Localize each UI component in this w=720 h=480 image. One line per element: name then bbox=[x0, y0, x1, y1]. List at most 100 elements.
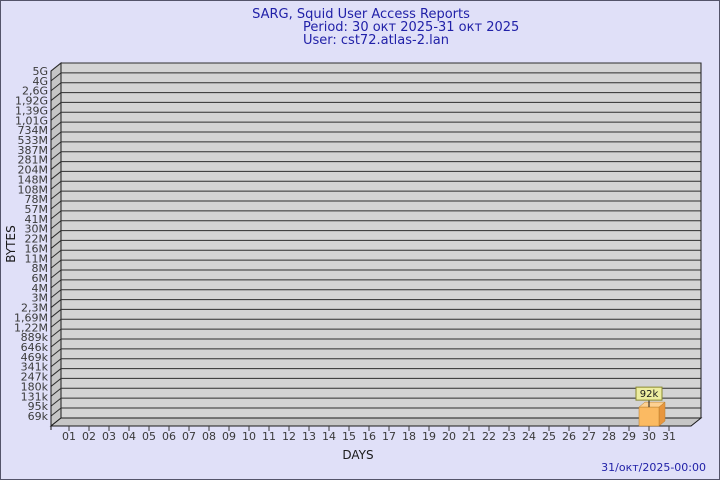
y-axis-tick bbox=[50, 62, 62, 72]
x-axis-tick-label: 11 bbox=[262, 430, 276, 443]
y-axis-tick-label: 1,01G bbox=[15, 114, 48, 127]
y-axis-tick-label: 30M bbox=[25, 223, 49, 236]
y-axis-tick-label: 69k bbox=[28, 410, 49, 423]
y-axis-tick-label: 180k bbox=[21, 380, 49, 393]
y-axis-tick-label: 281M bbox=[18, 154, 49, 167]
bar-value-label: 92k bbox=[640, 389, 659, 400]
x-axis-tick-label: 20 bbox=[442, 430, 456, 443]
y-axis-tick bbox=[50, 180, 62, 190]
x-axis-tick-label: 07 bbox=[182, 430, 196, 443]
y-axis-tick-label: 1,22M bbox=[14, 321, 48, 334]
x-axis-tick-label: 23 bbox=[502, 430, 516, 443]
x-axis-tick-label: 13 bbox=[302, 430, 316, 443]
chart-title: SARG, Squid User Access Reports bbox=[252, 7, 470, 22]
x-axis-tick-label: 22 bbox=[482, 430, 496, 443]
y-axis-tick bbox=[50, 318, 62, 328]
y-axis-tick-label: 1,69M bbox=[14, 311, 48, 324]
y-axis-tick bbox=[50, 82, 62, 92]
chart-subtitle-period: Period: 30 окт 2025-31 окт 2025 bbox=[303, 20, 520, 35]
report-timestamp: 31/окт/2025-00:00 bbox=[601, 461, 706, 474]
y-axis-tick-label: 247k bbox=[21, 371, 49, 384]
x-axis-tick-label: 17 bbox=[382, 430, 396, 443]
y-axis-tick-label: 4M bbox=[32, 282, 49, 295]
x-axis-tick-label: 28 bbox=[602, 430, 616, 443]
y-axis-tick bbox=[50, 121, 62, 131]
y-axis-tick bbox=[50, 299, 62, 308]
y-axis-tick bbox=[50, 397, 62, 407]
y-axis-tick-label: 4G bbox=[32, 75, 48, 88]
y-axis-tick bbox=[50, 92, 62, 101]
x-axis-tick-label: 12 bbox=[282, 430, 296, 443]
x-axis-tick-label: 25 bbox=[542, 430, 556, 443]
x-axis-tick-label: 09 bbox=[222, 430, 236, 443]
y-axis-tick bbox=[50, 171, 62, 180]
y-axis-tick bbox=[50, 102, 62, 111]
x-axis-tick-label: 26 bbox=[562, 430, 576, 443]
y-axis-tick-label: 5G bbox=[32, 65, 48, 78]
y-axis-tick bbox=[50, 230, 62, 239]
y-axis-tick-label: 889k bbox=[21, 331, 49, 344]
y-axis-tick bbox=[50, 220, 62, 230]
y-axis-tick bbox=[50, 407, 62, 417]
y-axis-tick bbox=[50, 161, 62, 170]
y-axis-tick-label: 41M bbox=[25, 213, 49, 226]
y-axis-tick-label: 646k bbox=[21, 341, 49, 354]
y-axis-tick bbox=[50, 348, 62, 358]
y-axis-tick-label: 131k bbox=[21, 390, 49, 403]
x-axis-tick-label: 02 bbox=[82, 430, 96, 443]
y-axis-tick bbox=[50, 387, 62, 397]
y-axis-tick bbox=[50, 200, 62, 210]
y-axis-tick-label: 734M bbox=[18, 124, 49, 137]
y-axis-tick bbox=[50, 269, 62, 279]
x-axis-tick-label: 19 bbox=[422, 430, 436, 443]
y-axis-tick-label: 387M bbox=[18, 144, 49, 157]
y-axis-tick bbox=[50, 309, 62, 318]
y-axis-tick bbox=[50, 141, 62, 151]
y-axis-tick-label: 11M bbox=[25, 252, 49, 265]
y-axis-tick-label: 469k bbox=[21, 351, 49, 364]
y-axis-tick bbox=[50, 358, 62, 368]
y-axis-tick-label: 341k bbox=[21, 361, 49, 374]
y-axis-tick bbox=[50, 289, 62, 299]
y-axis-tick-label: 2,3M bbox=[21, 302, 48, 315]
y-axis-tick bbox=[50, 240, 62, 249]
x-axis-tick-label: 29 bbox=[622, 430, 636, 443]
y-axis-tick-label: 1,92G bbox=[15, 95, 48, 108]
x-axis-tick-label: 06 bbox=[162, 430, 176, 443]
x-axis-tick-label: 15 bbox=[342, 430, 356, 443]
y-axis-tick bbox=[50, 210, 62, 220]
y-axis-tick-label: 2,6G bbox=[22, 85, 48, 98]
y-axis-tick-label: 3M bbox=[32, 292, 49, 305]
x-axis-tick-label: 14 bbox=[322, 430, 336, 443]
y-axis-tick-label: 16M bbox=[25, 242, 49, 255]
y-axis-tick bbox=[50, 190, 62, 200]
y-axis-tick-label: 148M bbox=[18, 173, 49, 186]
y-axis-tick-label: 57M bbox=[25, 203, 49, 216]
x-axis-tick-label: 16 bbox=[362, 430, 376, 443]
bar-value-label-box bbox=[635, 386, 663, 401]
y-axis-tick bbox=[50, 151, 62, 161]
x-axis-tick-label: 01 bbox=[62, 430, 76, 443]
y-axis-tick bbox=[50, 249, 62, 259]
x-axis-tick-label: 03 bbox=[102, 430, 116, 443]
y-axis-tick bbox=[50, 328, 62, 338]
y-axis-tick bbox=[50, 131, 62, 141]
y-axis-tick-label: 8M bbox=[32, 262, 49, 275]
y-axis-tick bbox=[50, 111, 62, 121]
x-axis-tick-label: 18 bbox=[402, 430, 416, 443]
y-axis-tick-label: 108M bbox=[18, 183, 49, 196]
y-axis-tick-label: 204M bbox=[18, 164, 49, 177]
x-axis-tick-label: 08 bbox=[202, 430, 216, 443]
x-axis-tick-label: 27 bbox=[582, 430, 596, 443]
x-axis-tick-label: 24 bbox=[522, 430, 536, 443]
x-axis-tick-label: 30 bbox=[642, 430, 656, 443]
y-axis-tick bbox=[50, 378, 62, 387]
x-axis-tick-label: 31 bbox=[662, 430, 676, 443]
y-axis-tick-label: 95k bbox=[28, 400, 49, 413]
y-axis-tick bbox=[50, 259, 62, 269]
x-axis-tick-label: 04 bbox=[122, 430, 136, 443]
y-axis-tick-label: 533M bbox=[18, 134, 49, 147]
y-axis-tick-label: 1,39G bbox=[15, 104, 48, 117]
y-axis-tick bbox=[50, 368, 62, 377]
